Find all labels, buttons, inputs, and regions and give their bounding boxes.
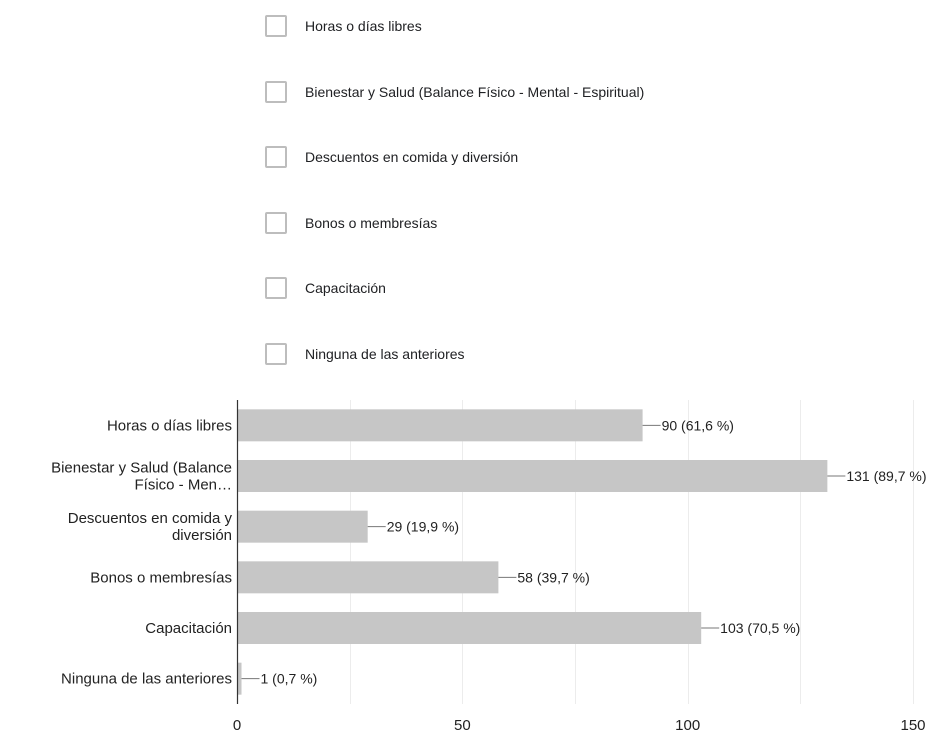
checkbox[interactable] <box>265 342 287 365</box>
option-ninguna[interactable]: Ninguna de las anteriores <box>265 340 644 368</box>
option-capacitacion[interactable]: Capacitación <box>265 274 644 302</box>
x-tick-label: 100 <box>675 717 700 734</box>
checkbox[interactable] <box>265 211 287 234</box>
option-horas-dias-libres[interactable]: Horas o días libres <box>265 12 644 40</box>
option-label: Bienestar y Salud (Balance Físico - Ment… <box>305 83 645 100</box>
answer-options: Horas o días libres Bienestar y Salud (B… <box>265 12 644 406</box>
x-tick-label: 50 <box>454 717 471 734</box>
category-label: Bonos o membresías <box>90 569 232 586</box>
option-bonos-membresias[interactable]: Bonos o membresías <box>265 209 644 237</box>
checkbox[interactable] <box>265 146 287 169</box>
checkbox[interactable] <box>265 15 287 37</box>
checkbox[interactable] <box>265 277 287 300</box>
category-label: Capacitación <box>145 620 232 637</box>
category-label: diversión <box>172 527 232 544</box>
x-tick-label: 150 <box>900 717 925 734</box>
option-label: Descuentos en comida y diversión <box>305 149 519 166</box>
category-label: Ninguna de las anteriores <box>61 671 232 688</box>
category-label: Físico - Men… <box>134 477 232 494</box>
checkbox[interactable] <box>265 80 287 103</box>
option-bienestar-salud[interactable]: Bienestar y Salud (Balance Físico - Ment… <box>265 78 644 106</box>
data-label: 58 (39,7 %) <box>517 569 589 585</box>
category-label: Bienestar y Salud (Balance <box>51 460 232 477</box>
data-label: 103 (70,5 %) <box>720 620 800 636</box>
option-label: Capacitación <box>305 280 386 297</box>
data-label: 29 (19,9 %) <box>387 519 459 535</box>
option-descuentos[interactable]: Descuentos en comida y diversión <box>265 143 644 171</box>
option-label: Ninguna de las anteriores <box>305 345 465 362</box>
x-tick-label: 0 <box>233 717 241 734</box>
bar <box>237 612 702 644</box>
data-label: 131 (89,7 %) <box>846 468 926 484</box>
bar <box>237 510 368 543</box>
category-label: Descuentos en comida y <box>68 510 233 527</box>
category-label: Horas o días libres <box>107 417 232 434</box>
data-label: 90 (61,6 %) <box>662 417 734 433</box>
option-label: Bonos o membresías <box>305 214 438 231</box>
bar <box>237 561 499 594</box>
data-label: 1 (0,7 %) <box>261 671 318 687</box>
bar <box>237 409 643 442</box>
option-label: Horas o días libres <box>305 18 422 34</box>
bar <box>237 460 828 492</box>
responses-bar-chart: 90 (61,6 %) Horas o días libres 131 (89,7 … <box>51 400 927 734</box>
bar <box>237 662 242 695</box>
